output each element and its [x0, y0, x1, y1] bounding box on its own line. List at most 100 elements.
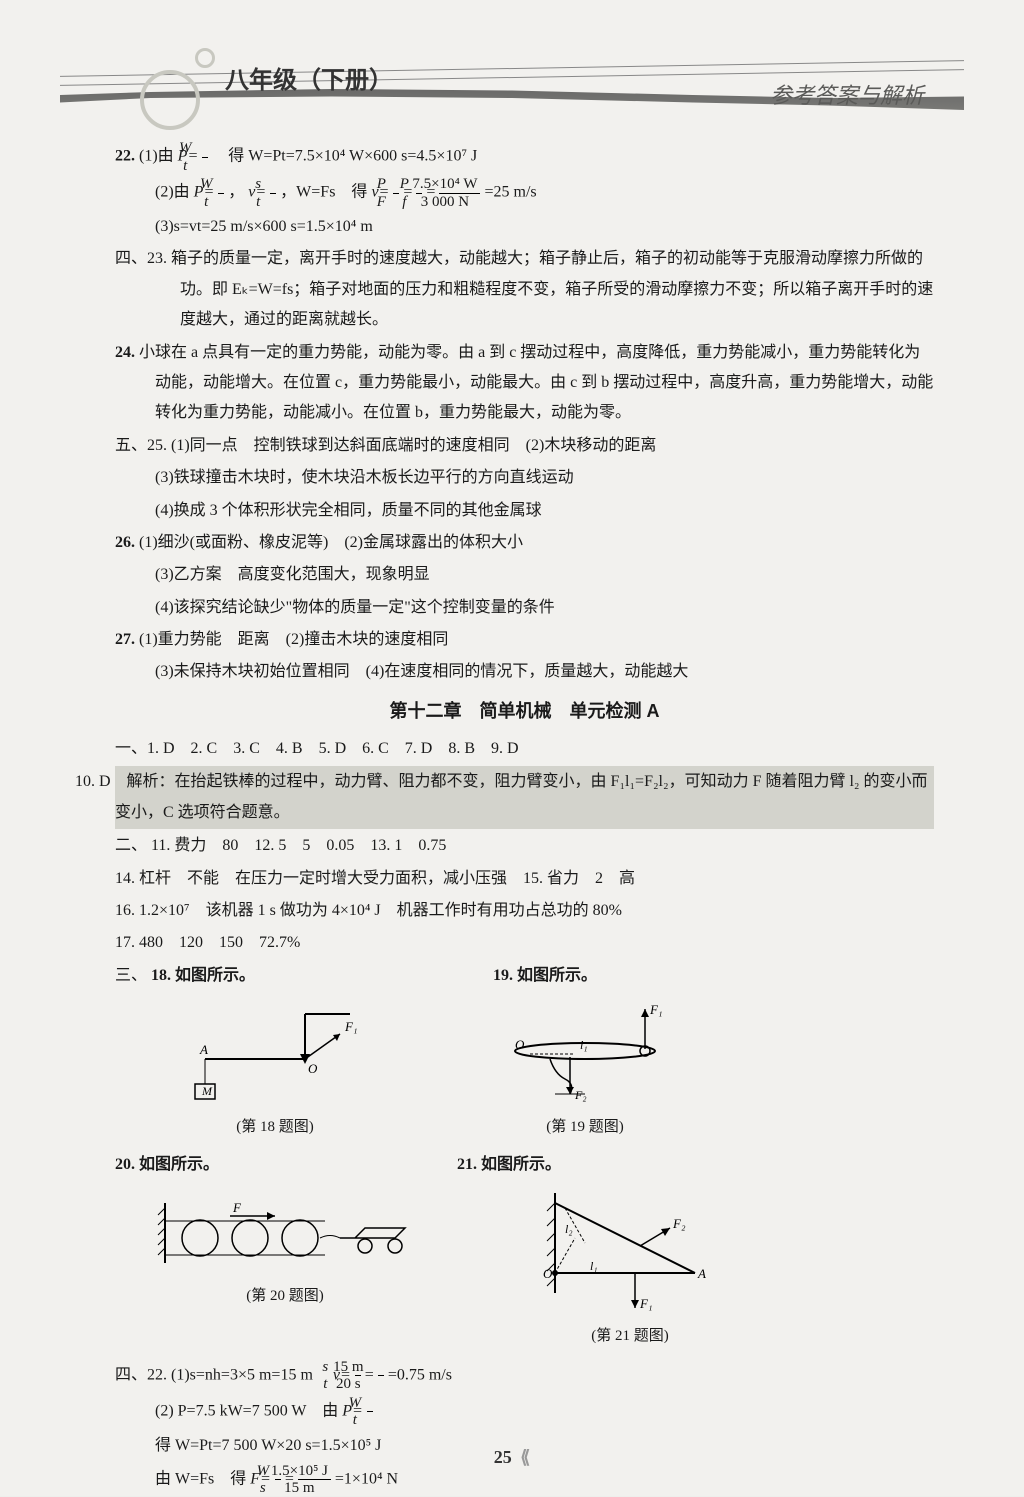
fig21-caption: (第 21 题图) — [535, 1322, 725, 1351]
svg-text:l₁: l₁ — [590, 1259, 598, 1273]
fig18-svg: M A O F₁ — [175, 999, 375, 1109]
chapter-heading: 第十二章 简单机械 单元检测 A — [115, 694, 934, 728]
q24-text: 小球在 a 点具有一定的重力势能，动能为零。由 a 到 c 摆动过程中，高度降低… — [139, 344, 933, 422]
fig19: O l₁ F₁ F₂ (第 19 题图) — [495, 999, 675, 1142]
q21-label: 21. 如图所示。 — [457, 1156, 561, 1173]
fig21: O A l₁ l₂ F₂ F₁ (第 21 题图) — [535, 1188, 725, 1351]
sec2-l4: 17. 480 120 150 72.7% — [115, 928, 934, 958]
q23-prefix: 四、23. — [115, 250, 167, 267]
q22-line3: (3)s=vt=25 m/s×600 s=1.5×10⁴ m — [115, 212, 934, 242]
svg-text:F₂: F₂ — [574, 1088, 587, 1102]
q22b-l1a: (1)s=nh=3×5 m=15 m — [171, 1366, 329, 1383]
q27-l1: 27. (1)重力势能 距离 (2)撞击木块的速度相同 — [115, 625, 934, 655]
q25-l3: (4)换成 3 个体积形状完全相同，质量不同的其他金属球 — [115, 496, 934, 526]
svg-text:O: O — [515, 1037, 525, 1052]
q24-num: 24. — [115, 344, 135, 361]
q22-frac2e: 7.5×10⁴ W3 000 N — [439, 176, 480, 210]
svg-text:F₂: F₂ — [672, 1216, 686, 1231]
q22b-l2: (2) P=7.5 kW=7 500 W 由 P= Wt — [115, 1395, 934, 1429]
frac-den: t — [202, 158, 208, 175]
fig19-svg: O l₁ F₁ F₂ — [495, 999, 675, 1109]
q22b-l4a: 由 W=Fs 得 — [155, 1471, 250, 1488]
sec3-prefix: 三、 — [115, 967, 147, 984]
circle-decoration-small — [195, 48, 215, 68]
q22-frac2a: Wt — [218, 176, 224, 210]
frac-den: F — [393, 194, 399, 211]
frac-den: t — [367, 1412, 373, 1429]
page-arrow-icon: ⟪ — [520, 1447, 530, 1468]
q22b-l1c: = — [365, 1366, 374, 1383]
frac-den: 3 000 N — [439, 194, 480, 211]
q26-l1: 26. (1)细沙(或面粉、橡皮泥等) (2)金属球露出的体积大小 — [115, 528, 934, 558]
frac-num: W — [218, 176, 224, 194]
frac-den: t — [270, 194, 276, 211]
frac-num: 1.5×10⁵ J — [298, 1463, 331, 1481]
fig20: F (第 20 题图) — [155, 1188, 415, 1351]
svg-text:M: M — [201, 1084, 213, 1098]
q22-frac1: Wt — [202, 140, 208, 174]
svg-text:F₁: F₁ — [649, 1002, 662, 1017]
svg-text:F₁: F₁ — [344, 1019, 357, 1034]
q23-text: 箱子的质量一定，离开手时的速度越大，动能越大；箱子静止后，箱子的初动能等于克服滑… — [171, 250, 933, 328]
q26-num: 26. — [115, 534, 135, 551]
frac-num: W — [202, 140, 208, 158]
q25-l2: (3)铁球撞击木块时，使木块沿木板长边平行的方向直线运动 — [115, 463, 934, 493]
fig19-caption: (第 19 题图) — [495, 1113, 675, 1142]
svg-text:A: A — [697, 1266, 706, 1281]
sec2-l2: 14. 杠杆 不能 在压力一定时增大受力面积，减小压强 15. 省力 2 高 — [115, 864, 934, 894]
q25-l1: 五、25. (1)同一点 控制铁球到达斜面底端时的速度相同 (2)木块移动的距离 — [115, 431, 934, 461]
sec3-q20-q21: 20. 如图所示。 21. 如图所示。 — [115, 1150, 934, 1180]
frac-den: t — [218, 194, 224, 211]
frac-den: s — [275, 1480, 281, 1497]
q22-l1a: (1)由 — [139, 148, 178, 165]
q25-prefix: 五、25. — [115, 437, 167, 454]
q22-l2c: ，W=Fs 得 — [280, 184, 371, 201]
q26-t1: (1)细沙(或面粉、橡皮泥等) (2)金属球露出的体积大小 — [139, 534, 523, 551]
frac-num: W — [367, 1395, 373, 1413]
fig21-svg: O A l₁ l₂ F₂ F₁ — [535, 1188, 725, 1318]
q22-l2f: =25 m/s — [484, 184, 536, 201]
svg-text:A: A — [199, 1042, 208, 1057]
fig20-caption: (第 20 题图) — [155, 1282, 415, 1311]
q25-t1: (1)同一点 控制铁球到达斜面底端时的速度相同 (2)木块移动的距离 — [171, 437, 656, 454]
q22b-frac4b: 1.5×10⁵ J15 m — [298, 1463, 331, 1497]
q22b-frac2: Wt — [367, 1395, 373, 1429]
svg-text:l₁: l₁ — [580, 1038, 588, 1052]
sec2-prefix: 二、 — [115, 837, 147, 854]
figures-row1: M A O F₁ (第 18 题图) O — [115, 999, 934, 1142]
q27-l2: (3)未保持木块初始位置相同 (4)在速度相同的情况下，质量越大，动能越大 — [115, 657, 934, 687]
q26-l2: (3)乙方案 高度变化范围大，现象明显 — [115, 560, 934, 590]
sec1-line1: 一、1. D 2. C 3. C 4. B 5. D 6. C 7. D 8. … — [115, 734, 934, 764]
q22b-l4: 由 W=Fs 得 F= Ws = 1.5×10⁵ J15 m =1×10⁴ N — [115, 1463, 934, 1497]
page-num-text: 25 — [494, 1447, 512, 1467]
q22b-l2a: (2) P=7.5 kW=7 500 W 由 — [155, 1402, 342, 1419]
sec2-l3: 16. 1.2×10⁷ 该机器 1 s 做功为 4×10⁴ J 机器工作时有用功… — [115, 896, 934, 926]
q22-l1b: 得 W=Pt=7.5×10⁴ W×600 s=4.5×10⁷ J — [212, 148, 477, 165]
svg-text:l₂: l₂ — [565, 1222, 573, 1236]
frac-den: 20 s — [378, 1376, 384, 1393]
frac-num: s — [270, 176, 276, 194]
svg-text:F₁: F₁ — [639, 1296, 652, 1311]
q26-l3: (4)该探究结论缺少"物体的质量一定"这个控制变量的条件 — [115, 593, 934, 623]
sec3-q18-q19: 三、 18. 如图所示。 19. 如图所示。 — [115, 961, 934, 991]
figures-row2: F (第 20 题图) — [115, 1188, 934, 1351]
fig20-svg: F — [155, 1188, 415, 1278]
svg-text:F: F — [232, 1200, 242, 1215]
frac-num: 15 m — [378, 1359, 384, 1377]
header-subtitle: 参考答案与解析 — [770, 78, 924, 110]
q22-frac2c: PF — [393, 176, 399, 210]
svg-text:O: O — [543, 1266, 553, 1281]
circle-decoration-large — [140, 70, 200, 130]
sec2-l1: 二、 11. 费力 80 12. 5 5 0.05 13. 1 0.75 — [115, 831, 934, 861]
q22-l2b: ， — [228, 184, 244, 201]
frac-num: 7.5×10⁴ W — [439, 176, 480, 194]
page-container: 八年级（下册） 参考答案与解析 22. (1)由 P= Wt 得 W=Pt=7.… — [0, 0, 1024, 1496]
grade-title: 八年级（下册） — [225, 60, 393, 95]
sec2-t1: 11. 费力 80 12. 5 5 0.05 13. 1 0.75 — [151, 837, 446, 854]
frac-num: P — [393, 176, 399, 194]
svg-text:O: O — [308, 1061, 318, 1076]
q24: 24. 小球在 a 点具有一定的重力势能，动能为零。由 a 到 c 摆动过程中，… — [115, 338, 934, 429]
q27-t1: (1)重力势能 距离 (2)撞击木块的速度相同 — [139, 631, 448, 648]
q22b-frac1b: 15 m20 s — [378, 1359, 384, 1393]
q23: 四、23. 箱子的质量一定，离开手时的速度越大，动能越大；箱子静止后，箱子的初动… — [115, 244, 934, 335]
